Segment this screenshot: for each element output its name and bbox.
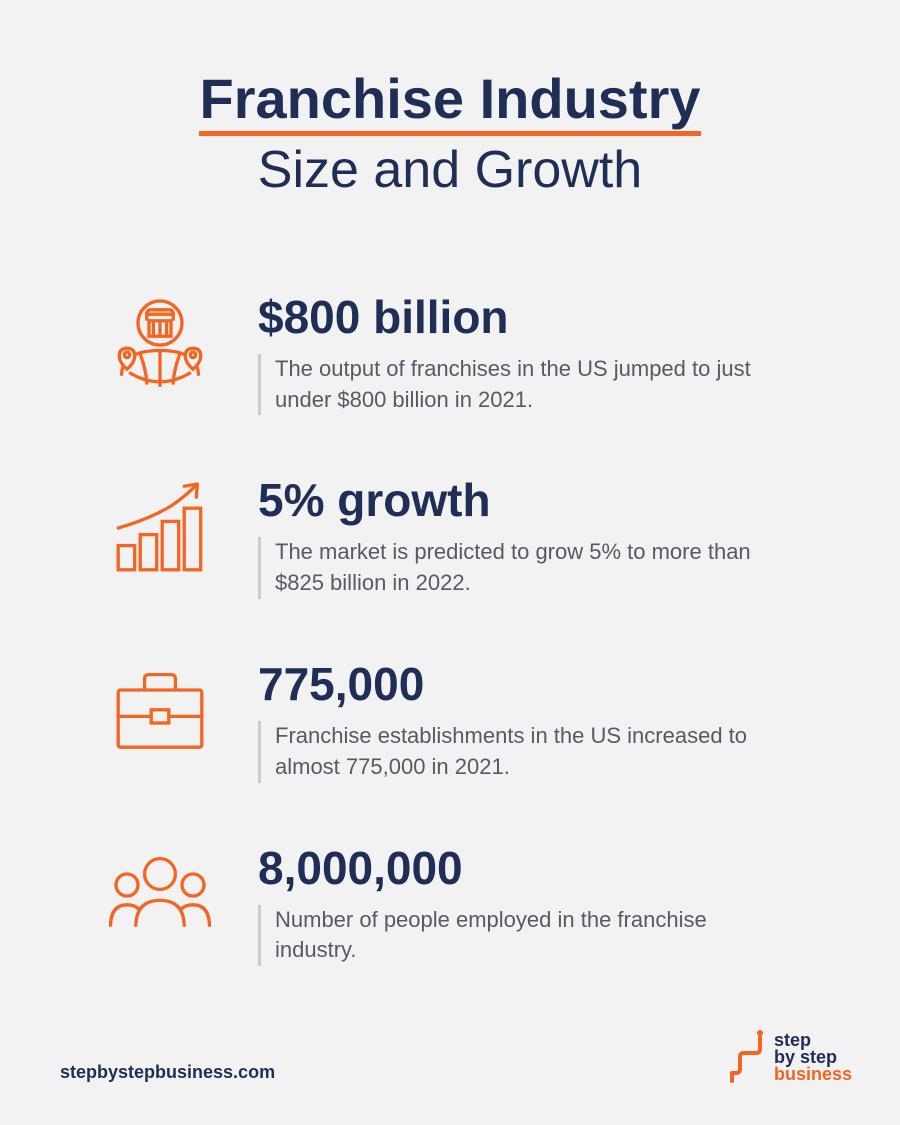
stat-description: The output of franchises in the US jumpe… bbox=[258, 354, 778, 416]
stat-description: The market is predicted to grow 5% to mo… bbox=[258, 537, 778, 599]
stat-text: 8,000,000 Number of people employed in t… bbox=[258, 841, 840, 967]
stat-row: $800 billion The output of franchises in… bbox=[100, 290, 840, 416]
stat-row: 8,000,000 Number of people employed in t… bbox=[100, 841, 840, 967]
logo-line3: business bbox=[774, 1066, 852, 1083]
logo-text: step by step business bbox=[774, 1032, 852, 1083]
logo-steps-icon bbox=[728, 1027, 768, 1083]
stat-headline: 8,000,000 bbox=[258, 845, 840, 891]
title-line2: Size and Growth bbox=[60, 140, 840, 200]
stat-row: 5% growth The market is predicted to gro… bbox=[100, 473, 840, 599]
stat-text: $800 billion The output of franchises in… bbox=[258, 290, 840, 416]
stat-headline: 775,000 bbox=[258, 661, 840, 707]
stat-description: Number of people employed in the franchi… bbox=[258, 905, 778, 967]
growth-chart-icon bbox=[100, 473, 220, 583]
stats-list: $800 billion The output of franchises in… bbox=[60, 290, 840, 966]
brand-logo: step by step business bbox=[728, 1027, 852, 1083]
stat-headline: $800 billion bbox=[258, 294, 840, 340]
people-icon bbox=[100, 841, 220, 951]
stat-headline: 5% growth bbox=[258, 477, 840, 523]
title-line1: Franchise Industry bbox=[199, 70, 700, 136]
stat-description: Franchise establishments in the US incre… bbox=[258, 721, 778, 783]
stat-text: 5% growth The market is predicted to gro… bbox=[258, 473, 840, 599]
briefcase-icon bbox=[100, 657, 220, 767]
globe-franchise-icon bbox=[100, 290, 220, 400]
footer: stepbystepbusiness.com step by step busi… bbox=[60, 1027, 852, 1083]
footer-url: stepbystepbusiness.com bbox=[60, 1062, 275, 1083]
infographic-header: Franchise Industry Size and Growth bbox=[60, 70, 840, 200]
stat-row: 775,000 Franchise establishments in the … bbox=[100, 657, 840, 783]
stat-text: 775,000 Franchise establishments in the … bbox=[258, 657, 840, 783]
